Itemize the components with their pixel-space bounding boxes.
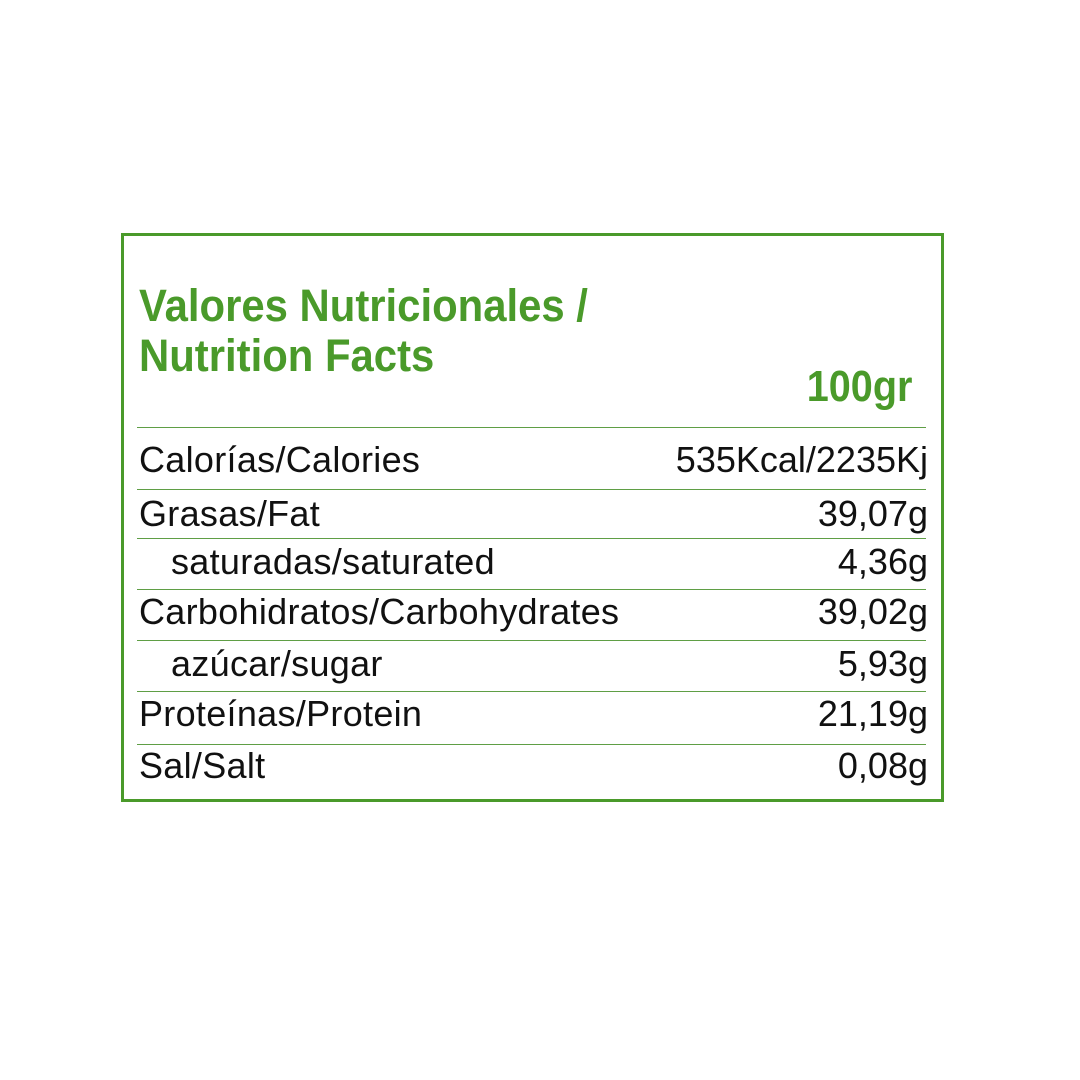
- row-label: Calorías/Calories: [139, 439, 421, 480]
- row-value: 21,19g: [817, 693, 928, 734]
- divider: [137, 744, 926, 745]
- table-row-saturated: saturadas/saturated 4,36g: [139, 540, 928, 584]
- table-row-sugar: azúcar/sugar 5,93g: [139, 642, 928, 686]
- nutrition-table-border: [121, 233, 944, 802]
- row-label: Carbohidratos/Carbohydrates: [139, 591, 620, 632]
- divider: [137, 691, 926, 692]
- table-row-fat: Grasas/Fat 39,07g: [139, 492, 928, 536]
- row-value: 39,02g: [817, 591, 928, 632]
- table-row-protein: Proteínas/Protein 21,19g: [139, 692, 928, 736]
- row-value: 39,07g: [817, 493, 928, 534]
- table-row-calories: Calorías/Calories 535Kcal/2235Kj: [139, 438, 928, 482]
- row-label: Grasas/Fat: [139, 493, 321, 534]
- row-label: Sal/Salt: [139, 745, 266, 786]
- row-value: 4,36g: [837, 541, 928, 582]
- divider: [137, 589, 926, 590]
- row-label: azúcar/sugar: [171, 643, 383, 684]
- divider: [137, 489, 926, 490]
- divider: [137, 640, 926, 641]
- per-amount-header: 100gr: [806, 362, 912, 411]
- title-english: Nutrition Facts: [139, 330, 435, 381]
- title-spanish: Valores Nutricionales /: [139, 280, 588, 331]
- row-label: saturadas/saturated: [171, 541, 495, 582]
- row-label: Proteínas/Protein: [139, 693, 423, 734]
- row-value: 535Kcal/2235Kj: [675, 439, 928, 480]
- table-row-salt: Sal/Salt 0,08g: [139, 744, 928, 788]
- table-row-carbohydrates: Carbohidratos/Carbohydrates 39,02g: [139, 590, 928, 634]
- row-value: 0,08g: [837, 745, 928, 786]
- divider: [137, 427, 926, 428]
- row-value: 5,93g: [837, 643, 928, 684]
- divider: [137, 538, 926, 539]
